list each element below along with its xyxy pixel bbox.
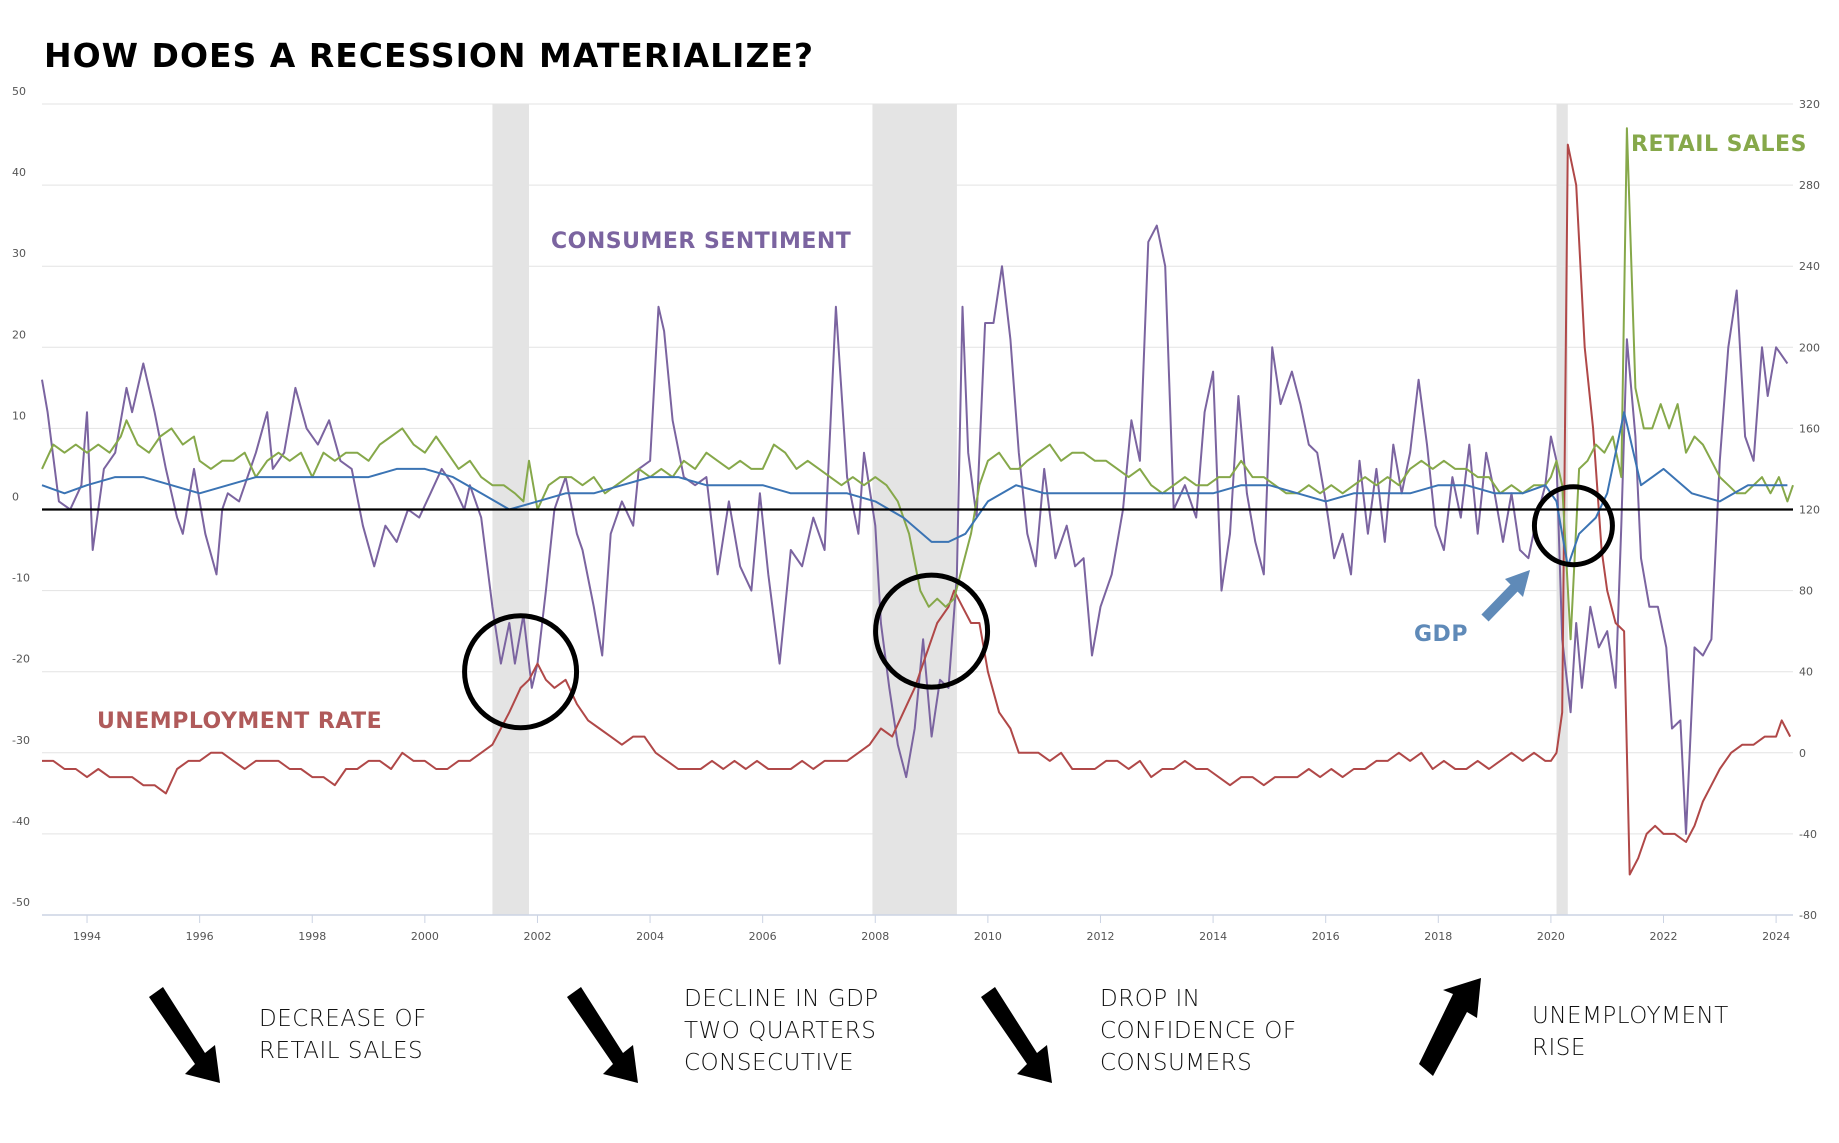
label-consumer-sentiment: CONSUMER SENTIMENT (551, 229, 851, 254)
y2-tick-label: 200 (1799, 341, 1820, 354)
y-tick-label: 30 (12, 247, 26, 260)
label-unemployment-rate: UNEMPLOYMENT RATE (97, 709, 382, 734)
chart-title: HOW DOES A RECESSION MATERIALIZE? (44, 36, 815, 75)
gdp-arrow-icon (1481, 570, 1530, 622)
note-line: RISE (1532, 1035, 1586, 1061)
y2-tick-label: 160 (1799, 422, 1820, 435)
note-line: DECREASE OF (259, 1006, 427, 1032)
note-line: TWO QUARTERS (684, 1018, 877, 1044)
note-gdp: DECLINE IN GDP TWO QUARTERS CONSECUTIVE (684, 983, 879, 1079)
arrow-down-icon (977, 985, 1067, 1090)
highlight-circle (873, 572, 991, 690)
highlight-circle (1531, 484, 1615, 568)
y2-tick-label: -40 (1799, 828, 1817, 841)
x-tick-label: 2002 (523, 930, 551, 943)
note-line: UNEMPLOYMENT (1532, 1003, 1729, 1029)
label-gdp: GDP (1414, 622, 1468, 647)
note-line: RETAIL SALES (259, 1038, 424, 1064)
grid-lines (42, 103, 1793, 835)
y2-tick-label: 80 (1799, 585, 1813, 598)
y-tick-label: 10 (12, 409, 26, 422)
y-tick-label: -10 (12, 572, 30, 585)
right-axis-ticks: 320 280 240 200 160 120 80 40 0 -40 -80 (1799, 98, 1820, 922)
note-line: CONSECUTIVE (684, 1050, 854, 1076)
y-tick-label: -20 (12, 653, 30, 666)
note-line: CONFIDENCE OF (1100, 1018, 1297, 1044)
x-tick-label: 2004 (636, 930, 664, 943)
note-line: DROP IN (1100, 986, 1201, 1012)
y-tick-label: -30 (12, 734, 30, 747)
x-tick-label: 1994 (73, 930, 101, 943)
x-tick-label: 2008 (861, 930, 889, 943)
y-tick-label: -40 (12, 815, 30, 828)
y2-tick-label: 320 (1799, 98, 1820, 111)
x-tick-label: 1998 (298, 930, 326, 943)
note-line: DECLINE IN GDP (684, 986, 879, 1012)
highlight-circles (462, 484, 1615, 731)
left-axis-ticks: 50 40 30 20 10 0 -10 -20 -30 -40 -50 (12, 85, 30, 909)
x-tick-label: 2012 (1086, 930, 1114, 943)
y-tick-label: 0 (12, 491, 19, 504)
series-gdp (41, 411, 1788, 568)
arrow-down-icon (563, 985, 653, 1090)
y2-tick-label: 0 (1799, 747, 1806, 760)
arrow-up-icon (1415, 978, 1505, 1083)
x-tick-label: 2018 (1424, 930, 1452, 943)
arrow-down-icon (145, 985, 235, 1090)
x-tick-label: 2000 (411, 930, 439, 943)
note-consumer-confidence: DROP IN CONFIDENCE OF CONSUMERS (1100, 983, 1297, 1079)
x-tick-label: 2016 (1312, 930, 1340, 943)
x-tick-label: 2022 (1650, 930, 1678, 943)
label-retail-sales: RETAIL SALES (1631, 132, 1807, 157)
x-tick-label: 2010 (974, 930, 1002, 943)
note-retail-sales: DECREASE OF RETAIL SALES (259, 1003, 427, 1067)
x-axis-ticks: 1994 1996 1998 2000 2002 2004 2006 2008 2010 2012… (42, 914, 1793, 943)
x-tick-label: 1996 (186, 930, 214, 943)
x-tick-label: 2024 (1762, 930, 1790, 943)
x-tick-label: 2020 (1537, 930, 1565, 943)
y-tick-label: 40 (12, 166, 26, 179)
y2-tick-label: -80 (1799, 909, 1817, 922)
note-unemployment: UNEMPLOYMENT RISE (1532, 1000, 1729, 1064)
y2-tick-label: 280 (1799, 179, 1820, 192)
note-line: CONSUMERS (1100, 1050, 1253, 1076)
highlight-circle (462, 613, 580, 731)
y2-tick-label: 40 (1799, 666, 1813, 679)
x-tick-label: 2014 (1199, 930, 1227, 943)
y-tick-label: -50 (12, 896, 30, 909)
y2-tick-label: 120 (1799, 504, 1820, 517)
y-tick-label: 20 (12, 328, 26, 341)
series-unemployment-rate (42, 143, 1792, 876)
x-tick-label: 2006 (749, 930, 777, 943)
y-tick-label: 50 (12, 85, 26, 98)
y2-tick-label: 240 (1799, 260, 1820, 273)
